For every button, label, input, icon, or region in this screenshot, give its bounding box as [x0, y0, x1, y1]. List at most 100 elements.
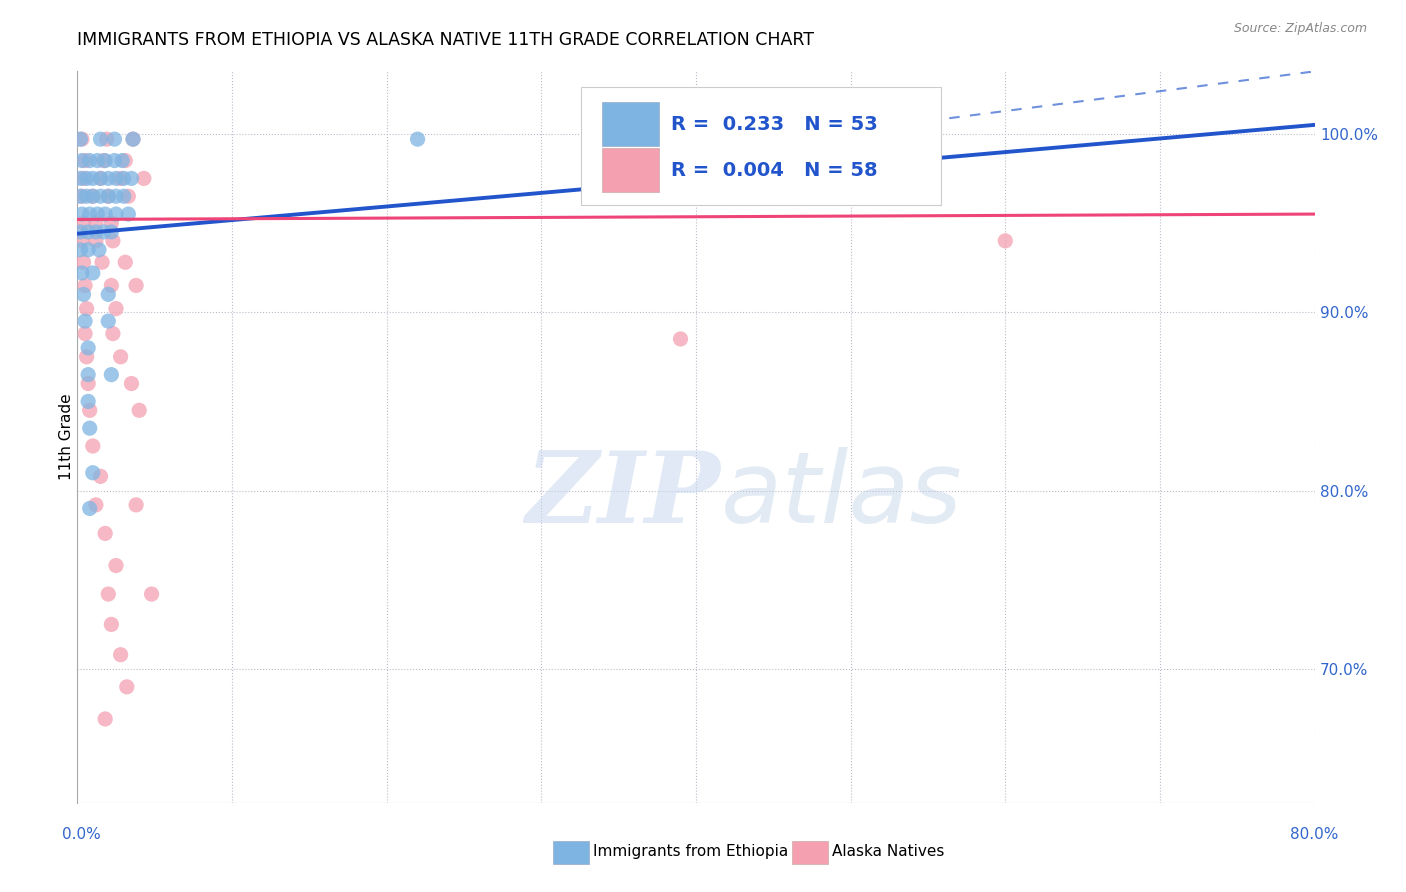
Text: IMMIGRANTS FROM ETHIOPIA VS ALASKA NATIVE 11TH GRADE CORRELATION CHART: IMMIGRANTS FROM ETHIOPIA VS ALASKA NATIV…	[77, 31, 814, 49]
Point	[77, 341, 100, 355]
Point	[110, 350, 132, 364]
Point	[117, 189, 139, 203]
Point	[77, 376, 100, 391]
Point	[105, 558, 128, 573]
Point	[100, 368, 122, 382]
Point	[90, 132, 112, 146]
Point	[79, 207, 101, 221]
Point	[994, 234, 1017, 248]
Point	[101, 326, 124, 341]
Point	[105, 207, 128, 221]
FancyBboxPatch shape	[602, 102, 659, 146]
Point	[69, 132, 91, 146]
Point	[105, 171, 128, 186]
Point	[86, 153, 108, 168]
Point	[97, 314, 120, 328]
Point	[103, 153, 125, 168]
Point	[76, 189, 98, 203]
Point	[79, 501, 101, 516]
FancyBboxPatch shape	[581, 87, 941, 205]
Text: Source: ZipAtlas.com: Source: ZipAtlas.com	[1233, 22, 1367, 36]
Point	[105, 189, 128, 203]
Point	[105, 301, 128, 316]
Point	[76, 171, 98, 186]
Point	[77, 225, 100, 239]
Point	[406, 132, 429, 146]
Point	[132, 171, 155, 186]
Point	[84, 498, 107, 512]
Point	[101, 234, 124, 248]
Point	[69, 189, 91, 203]
Point	[82, 171, 104, 186]
Point	[84, 216, 107, 230]
Point	[115, 680, 138, 694]
Point	[97, 287, 120, 301]
Point	[141, 587, 163, 601]
Point	[100, 225, 122, 239]
FancyBboxPatch shape	[602, 148, 659, 193]
Point	[69, 171, 91, 186]
Text: ZIP: ZIP	[526, 448, 721, 544]
Point	[94, 153, 117, 168]
Point	[114, 153, 136, 168]
Point	[111, 153, 134, 168]
Point	[75, 278, 96, 293]
Point	[70, 207, 93, 221]
Point	[82, 466, 104, 480]
Point	[84, 225, 107, 239]
Point	[76, 350, 98, 364]
Point	[100, 278, 122, 293]
Point	[100, 617, 122, 632]
Point	[86, 207, 108, 221]
Point	[97, 171, 120, 186]
Point	[70, 266, 93, 280]
Text: 0.0%: 0.0%	[62, 827, 101, 841]
Point	[82, 189, 104, 203]
Point	[69, 225, 91, 239]
Text: R =  0.233   N = 53: R = 0.233 N = 53	[671, 114, 877, 134]
Point	[82, 266, 104, 280]
Point	[77, 243, 100, 257]
Point	[69, 243, 91, 257]
Point	[72, 287, 94, 301]
Point	[117, 207, 139, 221]
Point	[79, 153, 101, 168]
Point	[70, 153, 93, 168]
Point	[669, 332, 692, 346]
Point	[97, 189, 120, 203]
Point	[90, 171, 112, 186]
Point	[76, 301, 98, 316]
Point	[77, 368, 100, 382]
Point	[103, 132, 125, 146]
Point	[100, 216, 122, 230]
Point	[122, 132, 145, 146]
Point	[70, 132, 93, 146]
Point	[121, 376, 143, 391]
Point	[72, 216, 94, 230]
Point	[110, 171, 132, 186]
Point	[94, 207, 117, 221]
Point	[90, 469, 112, 483]
Point	[84, 234, 107, 248]
Point	[94, 712, 117, 726]
Point	[125, 498, 148, 512]
Text: 80.0%: 80.0%	[1291, 827, 1339, 841]
Point	[90, 189, 112, 203]
Point	[97, 587, 120, 601]
Point	[96, 132, 118, 146]
Point	[82, 189, 104, 203]
Point	[79, 403, 101, 417]
Point	[87, 243, 110, 257]
Point	[94, 526, 117, 541]
Point	[72, 171, 94, 186]
Point	[79, 421, 101, 435]
Point	[110, 648, 132, 662]
Point	[82, 439, 104, 453]
Point	[75, 153, 96, 168]
Point	[75, 326, 96, 341]
Text: atlas: atlas	[721, 447, 962, 544]
Point	[90, 171, 112, 186]
Point	[97, 189, 120, 203]
Y-axis label: 11th Grade: 11th Grade	[59, 393, 73, 481]
Point	[91, 255, 114, 269]
